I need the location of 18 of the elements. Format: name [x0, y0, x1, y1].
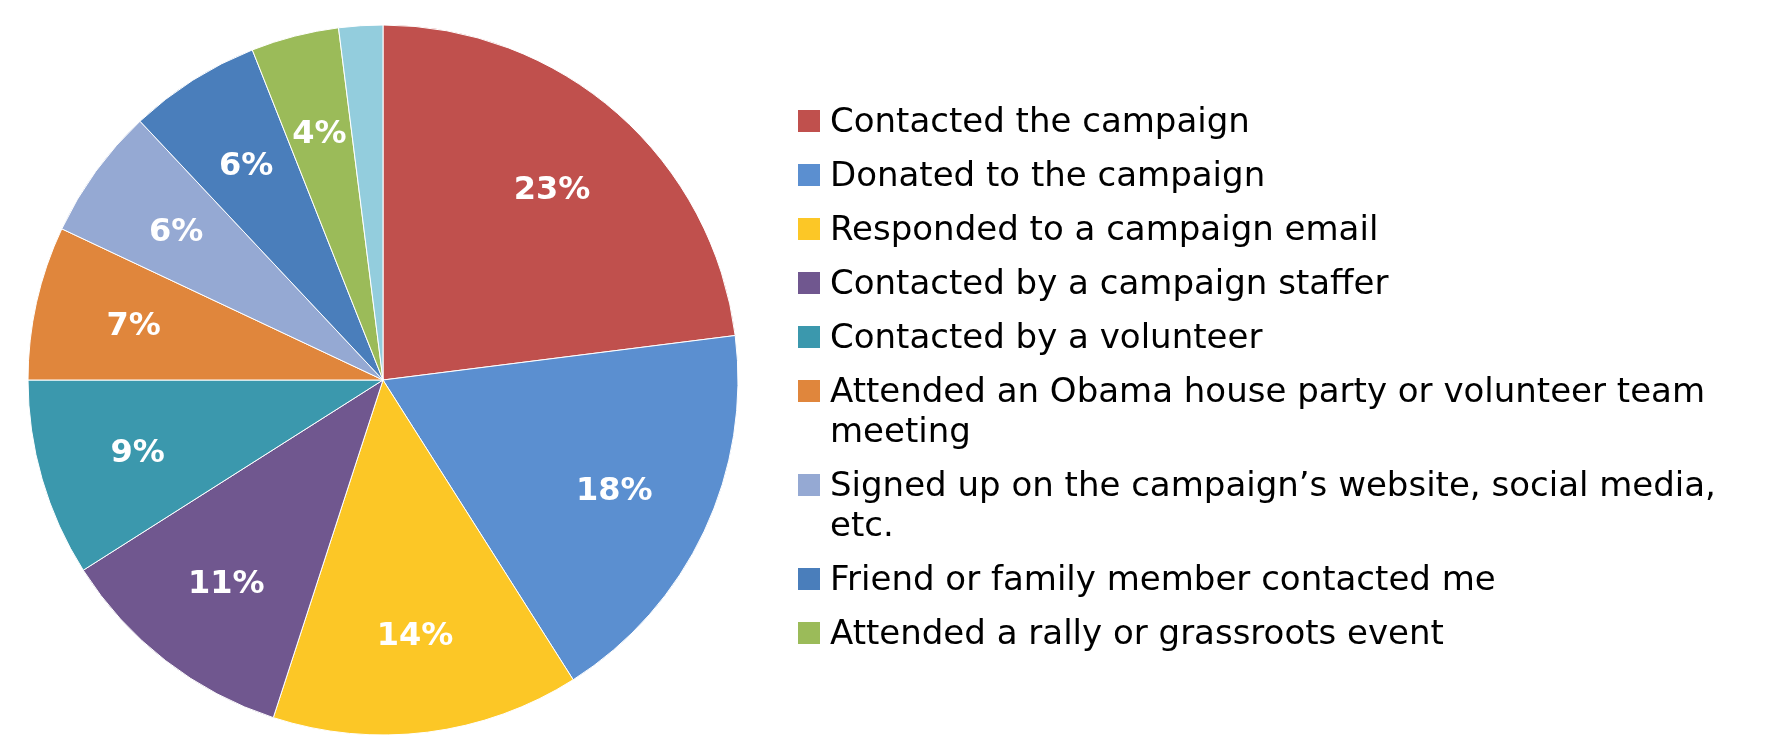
legend-label: Attended a rally or grassroots event: [830, 611, 1444, 652]
data-label: 14%: [376, 614, 454, 653]
legend-label: Responded to a campaign email: [830, 207, 1379, 248]
data-label: 6%: [218, 145, 274, 184]
legend-label: Contacted the campaign: [830, 99, 1250, 140]
data-label: 18%: [575, 469, 653, 508]
legend-label: Donated to the campaign: [830, 153, 1266, 194]
data-label: 7%: [106, 305, 161, 344]
data-label: 9%: [110, 432, 165, 471]
data-label: 11%: [188, 562, 265, 601]
legend-label: Contacted by a volunteer: [830, 315, 1263, 356]
data-label: 6%: [149, 210, 204, 249]
legend-label: Signed up on the campaign’s website, social media, etc.: [830, 463, 1717, 544]
legend-label: Contacted by a campaign staffer: [830, 261, 1389, 302]
legend-label: Friend or family member contacted me: [830, 557, 1496, 598]
legend-label: Attended an Obama house party or volunteer team meeting: [830, 369, 1707, 450]
data-label: 4%: [292, 113, 347, 152]
data-label: 23%: [513, 169, 591, 208]
